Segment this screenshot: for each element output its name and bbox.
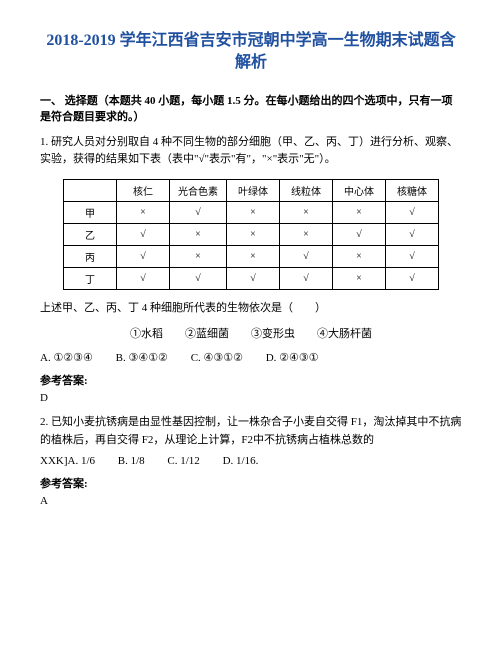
- q1-subtext: 上述甲、乙、丙、丁 4 种细胞所代表的生物依次是（ ）: [40, 300, 462, 318]
- q1-answer-label: 参考答案:: [40, 372, 462, 388]
- q2-optC: C. 1/12: [167, 455, 199, 467]
- r2c3: ×: [227, 223, 280, 245]
- q2-answer: A: [40, 495, 462, 507]
- r3c5: ×: [333, 245, 386, 267]
- r1c3: ×: [227, 201, 280, 223]
- q1-optB: B. ③④①②: [116, 352, 168, 364]
- th-blank: [64, 179, 117, 201]
- section-header: 一、 选择题（本题共 40 小题，每小题 1.5 分。在每小题给出的四个选项中，…: [40, 93, 462, 126]
- r3c6: √: [386, 245, 439, 267]
- r4c2: √: [170, 267, 227, 289]
- r3c2: ×: [170, 245, 227, 267]
- r4c0: 丁: [64, 267, 117, 289]
- q1-optD: D. ②④③①: [266, 352, 319, 364]
- q1-optC: C. ④③①②: [191, 352, 243, 364]
- q1-text: 1. 研究人员对分别取自 4 种不同生物的部分细胞（甲、乙、丙、丁）进行分析、观…: [40, 134, 462, 169]
- r2c6: √: [386, 223, 439, 245]
- q1-answer: D: [40, 392, 462, 404]
- r2c2: ×: [170, 223, 227, 245]
- q2-optA: XXK]A. 1/6: [40, 455, 95, 467]
- r2c5: √: [333, 223, 386, 245]
- th-2: 光合色素: [170, 179, 227, 201]
- r3c4: √: [280, 245, 333, 267]
- th-4: 线粒体: [280, 179, 333, 201]
- r1c2: √: [170, 201, 227, 223]
- q2-text: 2. 已知小麦抗锈病是由显性基因控制，让一株杂合子小麦自交得 F1，淘汰掉其中不…: [40, 414, 462, 449]
- q1-choices-line: ①水稻 ②蓝细菌 ③变形虫 ④大肠杆菌: [40, 326, 462, 344]
- q2-options: XXK]A. 1/6 B. 1/8 C. 1/12 D. 1/16.: [40, 455, 462, 467]
- r1c1: ×: [117, 201, 170, 223]
- th-6: 核糖体: [386, 179, 439, 201]
- q2-optB: B. 1/8: [118, 455, 145, 467]
- th-3: 叶绿体: [227, 179, 280, 201]
- r4c4: √: [280, 267, 333, 289]
- r1c0: 甲: [64, 201, 117, 223]
- r3c3: ×: [227, 245, 280, 267]
- r1c5: ×: [333, 201, 386, 223]
- th-1: 核仁: [117, 179, 170, 201]
- q2-optD: D. 1/16.: [223, 455, 259, 467]
- page-title: 2018-2019 学年江西省吉安市冠朝中学高一生物期末试题含解析: [40, 30, 462, 75]
- r1c4: ×: [280, 201, 333, 223]
- q1-options: A. ①②③④ B. ③④①② C. ④③①② D. ②④③①: [40, 351, 462, 364]
- r2c4: ×: [280, 223, 333, 245]
- r4c3: √: [227, 267, 280, 289]
- r3c0: 丙: [64, 245, 117, 267]
- r2c0: 乙: [64, 223, 117, 245]
- r4c5: ×: [333, 267, 386, 289]
- r3c1: √: [117, 245, 170, 267]
- q2-answer-label: 参考答案:: [40, 475, 462, 491]
- r2c1: √: [117, 223, 170, 245]
- q1-optA: A. ①②③④: [40, 352, 93, 364]
- q1-table: 核仁 光合色素 叶绿体 线粒体 中心体 核糖体 甲 × √ × × × √ 乙 …: [63, 179, 439, 290]
- r1c6: √: [386, 201, 439, 223]
- th-5: 中心体: [333, 179, 386, 201]
- r4c1: √: [117, 267, 170, 289]
- r4c6: √: [386, 267, 439, 289]
